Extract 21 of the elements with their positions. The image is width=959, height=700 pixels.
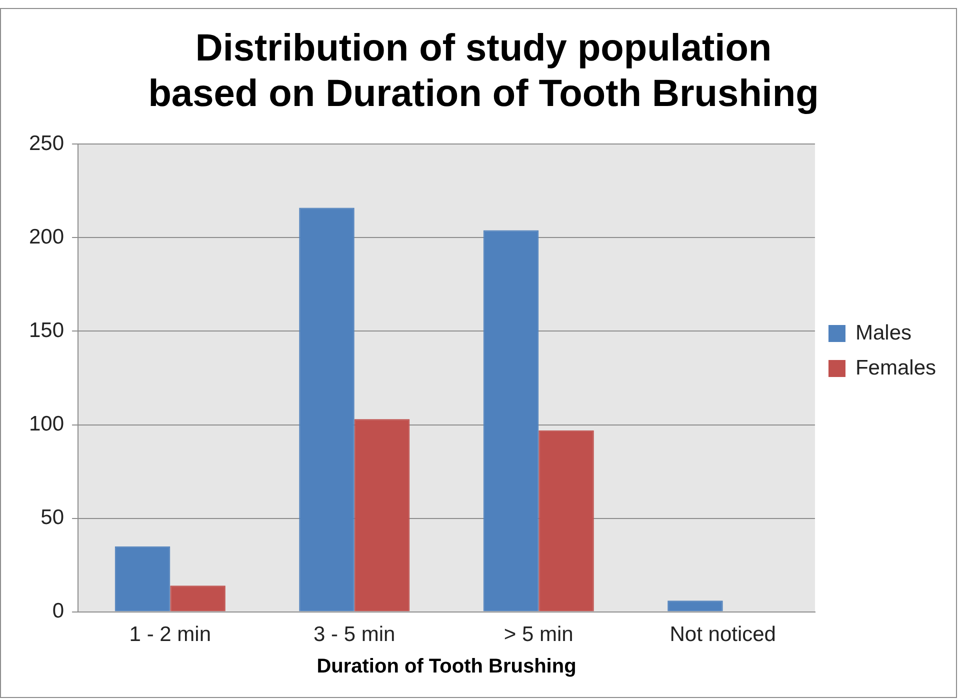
bar: [299, 208, 354, 612]
y-tick-label: 150: [28, 319, 64, 342]
legend-label: Males: [855, 321, 912, 344]
x-tick-label: 3 - 5 min: [314, 623, 396, 646]
bar: [668, 600, 723, 612]
bar: [114, 546, 170, 612]
x-tick-label: 1 - 2 min: [129, 623, 212, 646]
bar: [483, 230, 539, 612]
x-tick-label: Not noticed: [670, 623, 776, 646]
bar: [354, 419, 410, 612]
bar: [170, 586, 226, 612]
y-tick-label: 0: [52, 600, 64, 623]
x-axis-title: Duration of Tooth Brushing: [316, 656, 576, 678]
y-tick-label: 50: [40, 506, 64, 530]
y-tick-label: 100: [28, 412, 64, 436]
x-tick-label: > 5 min: [504, 623, 574, 646]
legend-label: Females: [855, 356, 936, 380]
y-tick-label: 200: [28, 226, 64, 249]
bar: [538, 430, 594, 612]
chart-title: Distribution of study population based on Duration of Tooth Brushing: [148, 27, 819, 115]
y-tick-label: 250: [28, 132, 64, 155]
